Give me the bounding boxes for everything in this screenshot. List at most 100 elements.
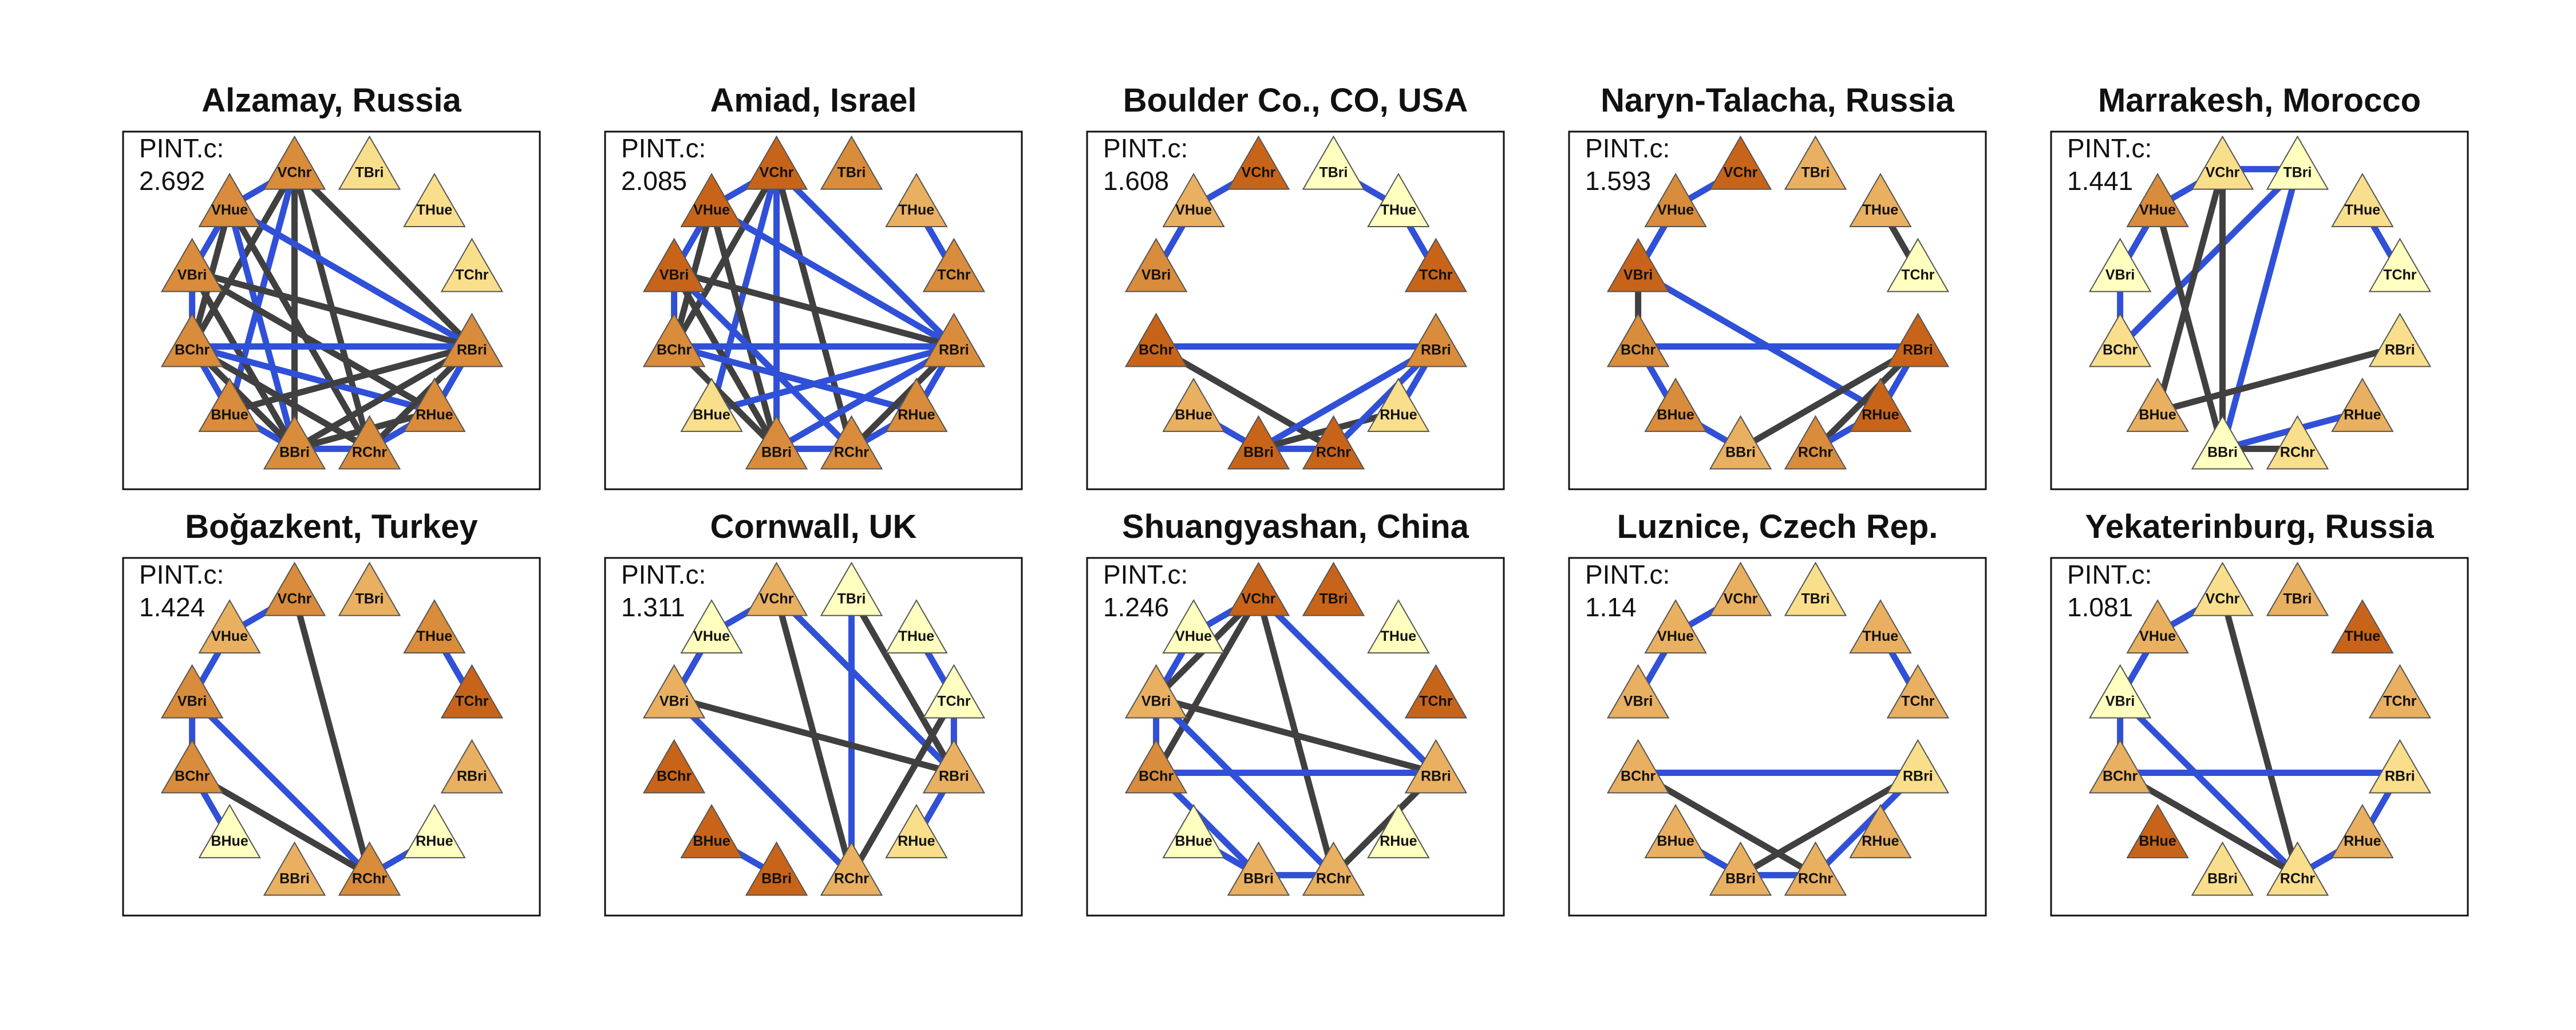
- node-label: RHue: [416, 407, 453, 423]
- node-label: THue: [1863, 628, 1899, 644]
- node-label: RBri: [457, 342, 487, 358]
- node-triangle: [1784, 561, 1847, 616]
- node-vchr: VChr: [2191, 135, 2254, 190]
- node-rhue: RHue: [403, 803, 466, 858]
- node-thue: THue: [403, 599, 466, 654]
- node-triangle: [1784, 135, 1847, 190]
- node-triangle: [1709, 415, 1772, 470]
- node-triangle: [2191, 415, 2254, 470]
- node-tchr: TChr: [2368, 237, 2432, 292]
- node-bbri: BBri: [1227, 841, 1290, 896]
- node-vhue: VHue: [198, 599, 261, 654]
- node-bchr: BChr: [1124, 312, 1188, 367]
- node-triangle: [820, 135, 883, 190]
- node-rbri: RBri: [2368, 312, 2432, 367]
- node-tbri: TBri: [338, 135, 401, 190]
- node-triangle: [1849, 599, 1912, 654]
- node-label: VHue: [211, 202, 248, 218]
- node-tbri: TBri: [338, 561, 401, 616]
- edge-negative: [291, 166, 475, 350]
- node-label: VBri: [1623, 694, 1653, 710]
- node-label: RBri: [1903, 342, 1933, 358]
- node-bchr: BChr: [2088, 739, 2152, 794]
- node-vchr: VChr: [1709, 135, 1772, 190]
- node-tchr: TChr: [1886, 664, 1950, 719]
- node-rbri: RBri: [1404, 739, 1468, 794]
- network-panel: Shuangyashan, China PINT.c: 1.246 TBri THue T…: [1086, 508, 1505, 917]
- node-bbri: BBri: [2191, 841, 2254, 896]
- node-triangle: [198, 803, 261, 858]
- node-triangle: [2368, 739, 2432, 794]
- node-label: RChr: [2280, 444, 2315, 460]
- node-rchr: RChr: [1302, 841, 1365, 896]
- node-label: BChr: [175, 768, 210, 784]
- node-vbri: VBri: [160, 664, 224, 719]
- pint-value: 1.441: [2067, 166, 2133, 196]
- node-rhue: RHue: [2331, 803, 2394, 858]
- node-triangle: [2266, 561, 2329, 616]
- panel-title: Boulder Co., CO, USA: [1123, 82, 1468, 119]
- node-label: TChr: [1419, 267, 1453, 283]
- node-triangle: [440, 237, 504, 292]
- node-thue: THue: [1367, 173, 1430, 228]
- node-triangle: [1227, 841, 1290, 896]
- node-label: BHue: [1175, 833, 1212, 849]
- node-triangle: [160, 237, 224, 292]
- node-triangle: [440, 312, 504, 367]
- node-label: BBri: [1725, 870, 1756, 886]
- node-vchr: VChr: [2191, 561, 2254, 616]
- node-tchr: TChr: [1404, 664, 1468, 719]
- edge-positive: [1255, 592, 1439, 776]
- node-tchr: TChr: [922, 237, 986, 292]
- node-label: TChr: [937, 694, 971, 710]
- node-label: RChr: [2280, 870, 2315, 886]
- node-triangle: [745, 561, 808, 616]
- node-rbri: RBri: [922, 312, 986, 367]
- node-label: VChr: [2206, 165, 2240, 181]
- node-triangle: [1784, 415, 1847, 470]
- pint-value: 1.311: [621, 592, 685, 622]
- node-label: RHue: [2344, 833, 2381, 849]
- node-rchr: RChr: [1302, 415, 1365, 470]
- node-triangle: [263, 135, 326, 190]
- node-tchr: TChr: [2368, 664, 2432, 719]
- node-label: BChr: [1139, 768, 1174, 784]
- node-vbri: VBri: [160, 237, 224, 292]
- edge-positive: [189, 695, 373, 878]
- edge-negative: [189, 769, 373, 878]
- node-rchr: RChr: [820, 415, 883, 470]
- edge-positive: [671, 695, 855, 878]
- node-bbri: BBri: [263, 415, 326, 470]
- node-label: VBri: [2105, 267, 2135, 283]
- edge-negative: [1153, 592, 1262, 776]
- node-triangle: [922, 664, 986, 719]
- network-panel: Luznice, Czech Rep. PINT.c: 1.14 TBri THue TC…: [1568, 508, 1987, 917]
- node-triangle: [1124, 312, 1188, 367]
- node-label: VBri: [659, 267, 689, 283]
- node-bbri: BBri: [263, 841, 326, 896]
- node-label: RHue: [1862, 407, 1899, 423]
- node-label: TBri: [1801, 591, 1830, 607]
- node-triangle: [403, 377, 466, 432]
- node-triangle: [885, 377, 948, 432]
- node-label: BChr: [2103, 342, 2138, 358]
- node-vchr: VChr: [745, 561, 808, 616]
- node-bchr: BChr: [1606, 739, 1670, 794]
- node-triangle: [745, 135, 808, 190]
- node-triangle: [1644, 599, 1707, 654]
- node-label: RHue: [1380, 407, 1417, 423]
- node-triangle: [1886, 312, 1950, 367]
- node-triangle: [820, 415, 883, 470]
- pint-label: PINT.c:: [1585, 560, 1670, 589]
- node-tbri: TBri: [2266, 561, 2329, 616]
- edge-negative: [2154, 343, 2403, 415]
- edge-negative: [2117, 769, 2301, 878]
- node-tchr: TChr: [440, 237, 504, 292]
- node-triangle: [680, 173, 743, 228]
- edge-positive: [1255, 343, 1439, 452]
- edge-positive: [773, 166, 957, 350]
- node-label: BBri: [1243, 870, 1274, 886]
- node-triangle: [1302, 841, 1365, 896]
- node-label: BChr: [2103, 768, 2138, 784]
